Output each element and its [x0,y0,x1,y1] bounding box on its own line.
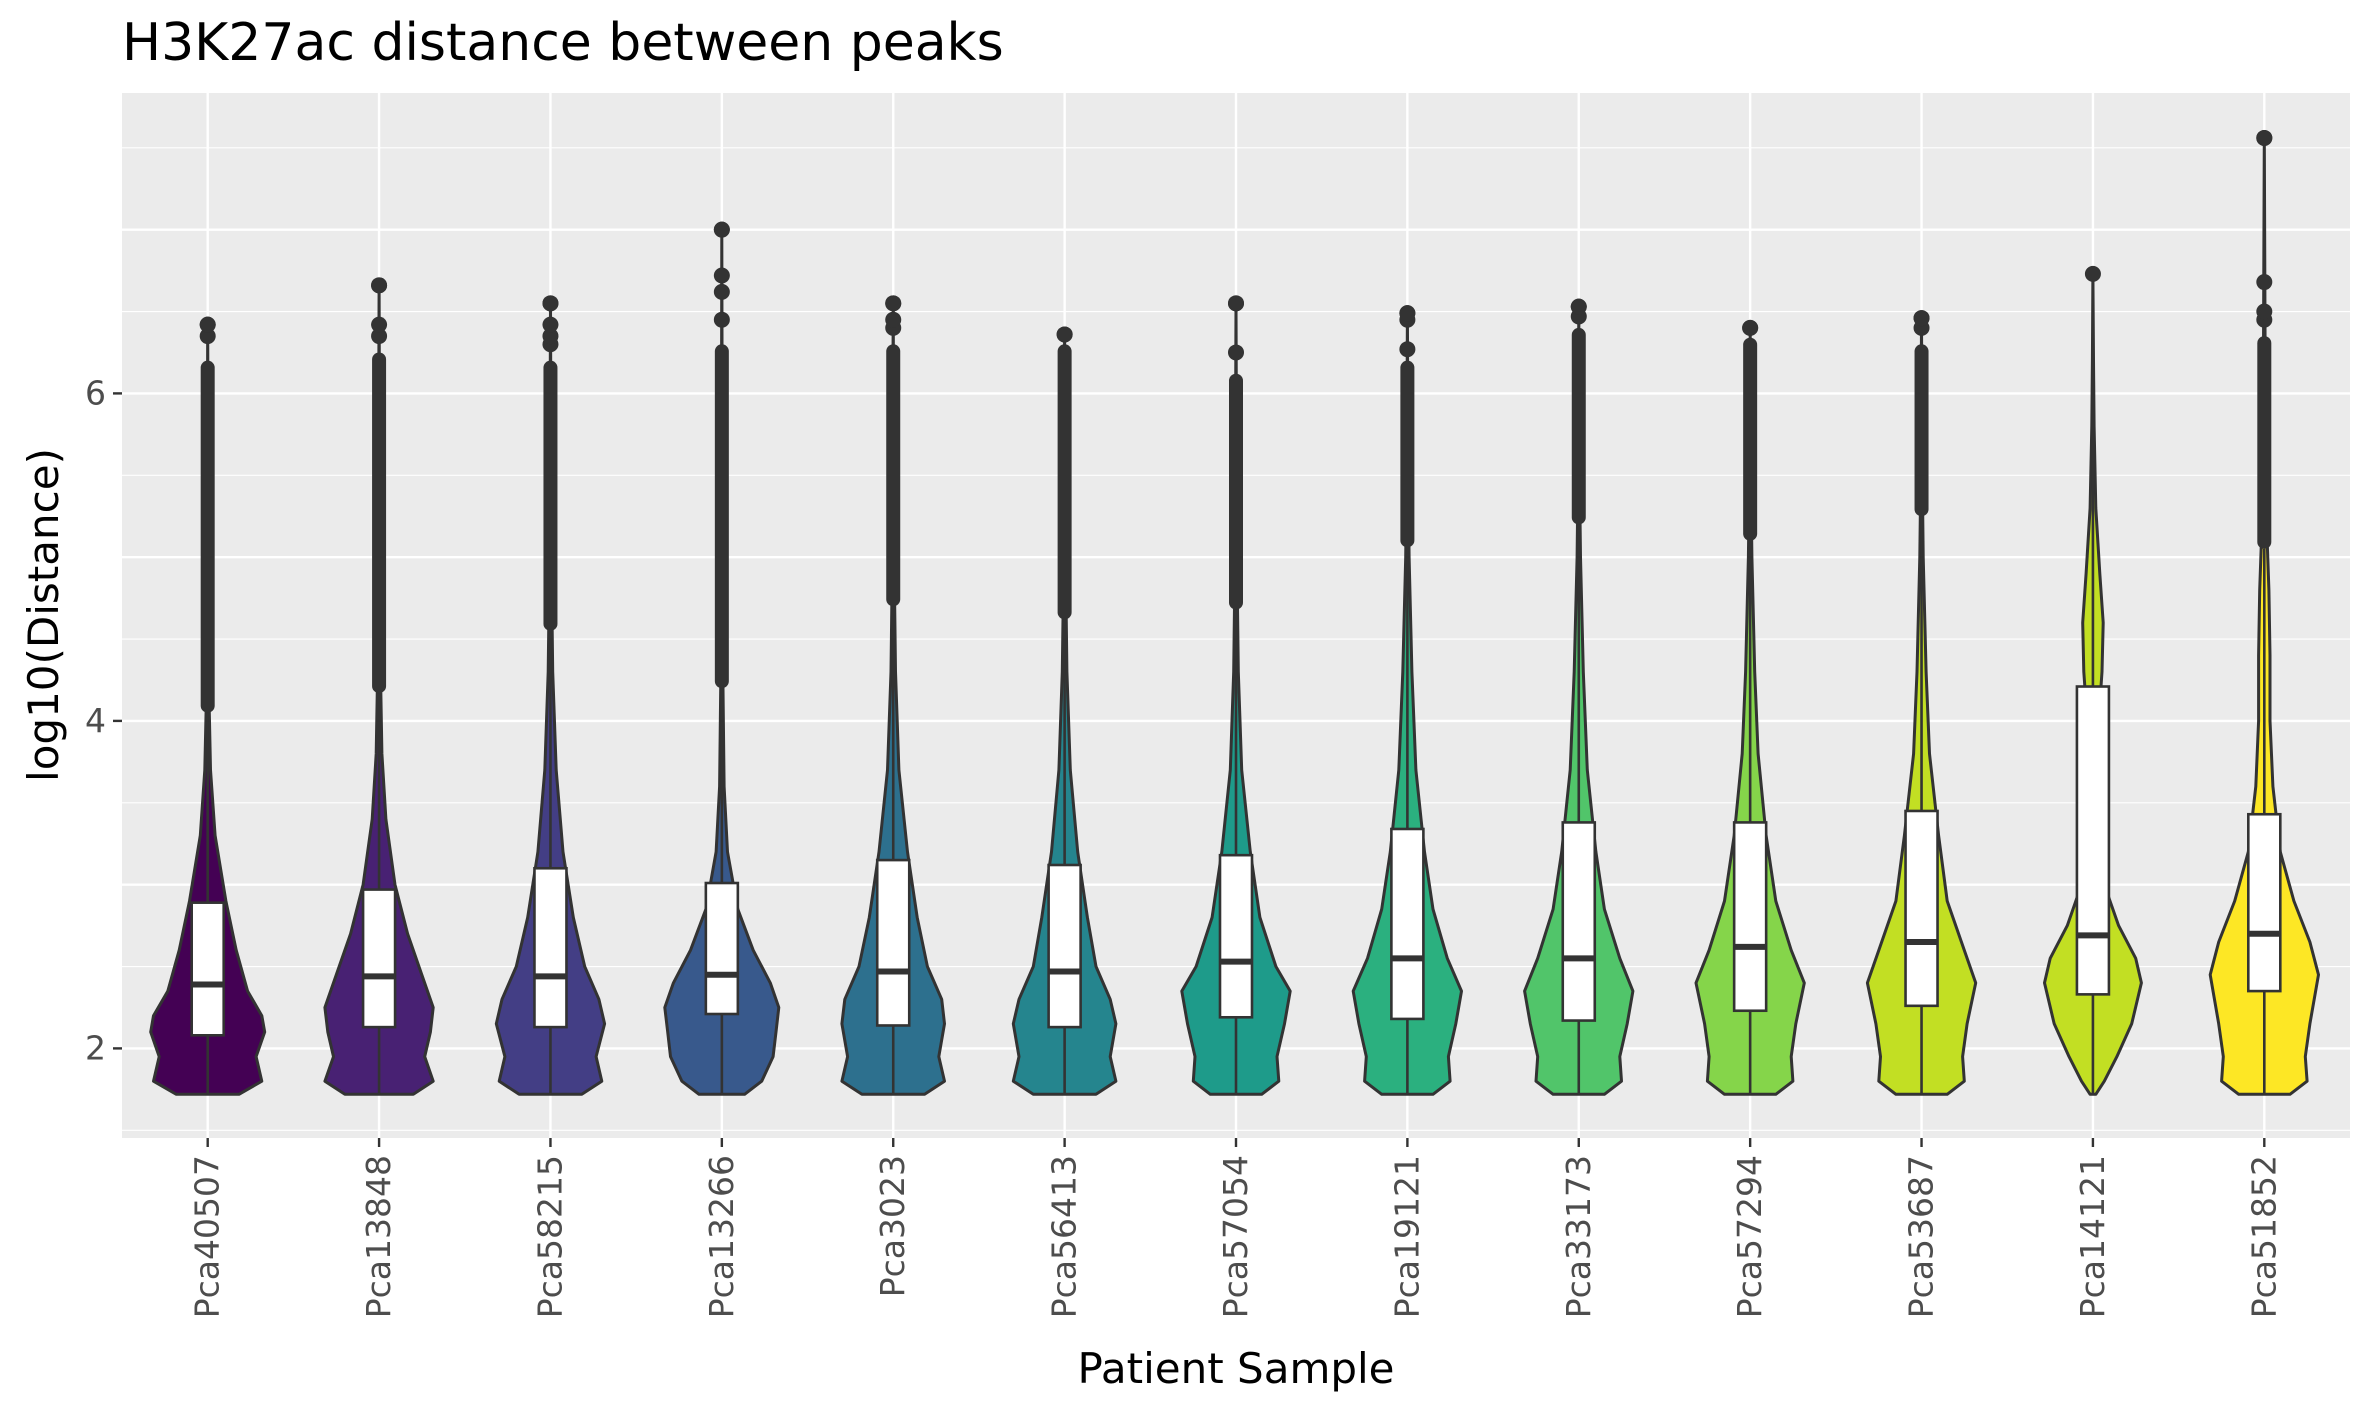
violin-group [494,295,607,1096]
violin-group [1180,295,1292,1096]
violin-group [840,295,946,1096]
iqr-box [533,866,568,1029]
iqr-box [361,888,397,1029]
outlier-cluster [1743,337,1758,541]
outlier-max-point [2256,129,2273,146]
outlier-cluster [1057,344,1072,620]
violin-group [1011,326,1118,1096]
x-axis-title: Patient Sample [1077,1344,1394,1393]
x-tick-label: Pca51852 [2244,1155,2283,1318]
outlier-point [2256,274,2273,291]
x-tick-label: Pca3023 [873,1155,912,1297]
violin-series [149,129,2320,1096]
outlier-cluster [543,360,558,631]
outlier-max-point [1742,319,1759,336]
outlier-point [371,328,388,345]
outlier-cluster [1571,327,1586,525]
outlier-max-point [1056,326,1073,343]
violin-group [1523,298,1635,1096]
x-tick-label: Pca58215 [530,1155,569,1318]
outlier-cluster [714,344,729,689]
iqr-box [1904,809,1939,1008]
outlier-point [1399,341,1416,358]
outlier-max-point [713,221,730,238]
iqr-box [2247,812,2282,993]
x-tick-label: Pca14121 [2073,1155,2112,1318]
violin-group [2043,265,2143,1096]
x-tick-label: Pca56413 [1045,1155,1084,1318]
outlier-point [199,328,216,345]
outlier-max-point [2084,265,2101,282]
outlier-cluster [200,360,215,713]
iqr-box [190,901,225,1037]
x-tick-label: Pca53687 [1902,1155,1941,1318]
violin-group [149,316,267,1096]
outlier-point [542,328,559,345]
x-tick-label: Pca13848 [359,1155,398,1318]
outlier-cluster [886,344,901,607]
violin-group [1865,310,1978,1096]
violin-group [323,277,435,1096]
outlier-point [542,316,559,333]
y-tick-label: 4 [85,701,106,740]
outlier-max-point [885,295,902,312]
outlier-point [1228,344,1244,361]
outlier-point [371,316,388,333]
x-axis: Pca40507 Pca13848 Pca58215 Pca13266 Pca3023 P… [188,1138,2283,1318]
outlier-point [2256,303,2273,320]
iqr-box [875,858,911,1027]
outlier-max-point [1228,295,1244,312]
outlier-point [713,311,730,328]
violin-group [1351,305,1463,1096]
outlier-max-point [371,277,388,294]
violin-group [1694,319,1806,1096]
outlier-cluster [1400,360,1415,548]
chart-title: H3K27ac distance between peaks [122,13,1004,73]
x-tick-label: Pca13266 [702,1155,741,1318]
x-tick-label: Pca19121 [1387,1155,1426,1318]
x-tick-label: Pca57294 [1730,1155,1769,1318]
outlier-max-point [199,316,216,333]
iqr-box [1047,863,1082,1029]
outlier-cluster [1914,344,1929,517]
y-axis: 2 4 6 [85,373,122,1067]
violin-group [2208,129,2320,1096]
x-tick-label: Pca33173 [1559,1155,1598,1318]
violin-group [663,221,781,1096]
outlier-point [713,283,730,300]
outlier-point [885,311,902,328]
iqr-box [1218,853,1254,1019]
outlier-point [713,267,730,284]
y-tick-label: 2 [85,1028,106,1067]
y-tick-label: 6 [85,373,106,412]
x-tick-label: Pca40507 [188,1155,227,1318]
outlier-max-point [1913,310,1930,327]
outlier-max-point [542,295,559,312]
outlier-cluster [1229,373,1243,610]
iqr-box [704,881,740,1016]
iqr-box [1561,821,1597,1022]
x-tick-label: Pca57054 [1216,1155,1255,1318]
outlier-cluster [2257,336,2272,549]
iqr-box [1390,827,1425,1021]
outlier-max-point [1399,305,1416,322]
outlier-cluster [372,352,387,694]
outlier-max-point [1570,298,1587,315]
iqr-box [1732,821,1768,1013]
iqr-box [2075,685,2111,996]
y-axis-title: log10(Distance) [19,448,68,782]
